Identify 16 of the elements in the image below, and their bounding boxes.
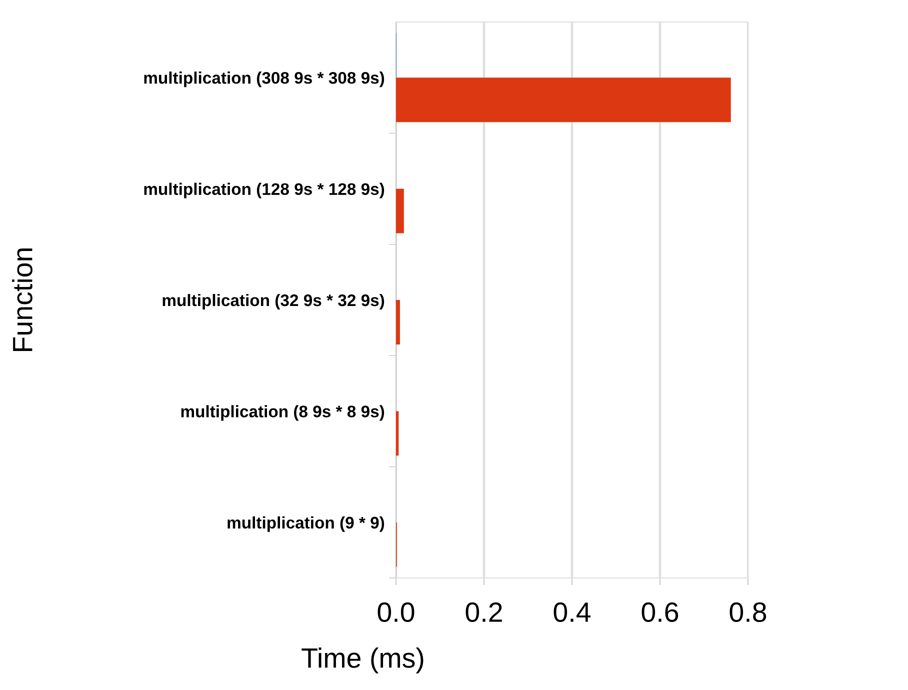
x-tick-label: 0.6 xyxy=(642,602,678,622)
y-tick-label: multiplication (32 9s * 32 9s) xyxy=(162,294,384,310)
bar xyxy=(396,78,731,122)
bar xyxy=(396,188,404,234)
y-tick-label: multiplication (8 9s * 8 9s) xyxy=(181,405,384,421)
bar xyxy=(396,300,400,344)
y-axis-title: Function xyxy=(12,248,32,351)
x-axis-title: Time (ms) xyxy=(302,648,424,674)
x-tick-label: 0.4 xyxy=(554,602,590,622)
y-tick-label: multiplication (9 * 9) xyxy=(228,516,384,532)
bar xyxy=(396,411,399,456)
y-tick-label: multiplication (308 9s * 308 9s) xyxy=(144,72,384,88)
x-tick-label: 0.8 xyxy=(730,602,766,622)
x-tick-label: 0.0 xyxy=(378,602,414,622)
y-tick-label: multiplication (128 9s * 128 9s) xyxy=(144,182,384,198)
x-tick-label: 0.2 xyxy=(466,602,502,622)
